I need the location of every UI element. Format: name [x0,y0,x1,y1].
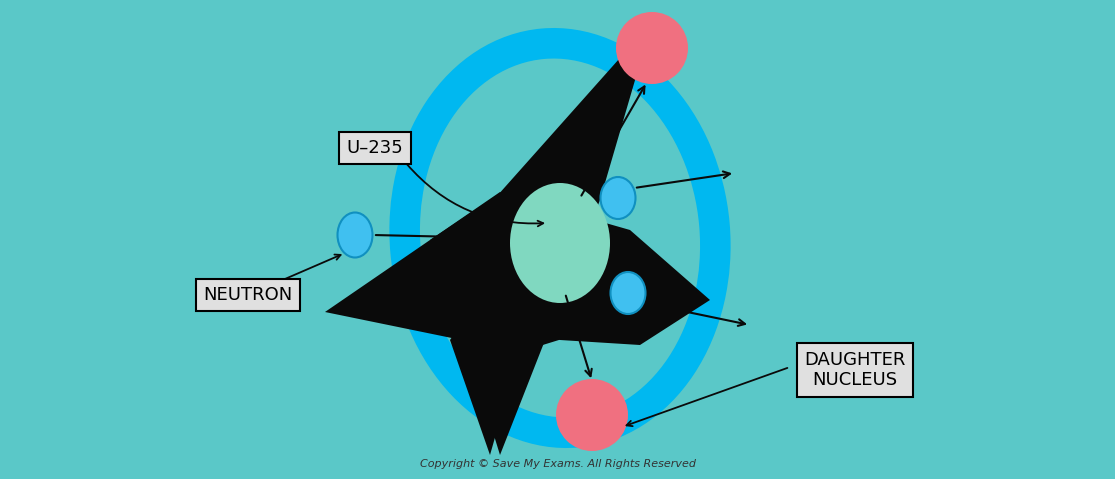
Text: Copyright © Save My Exams. All Rights Reserved: Copyright © Save My Exams. All Rights Re… [419,459,696,469]
Polygon shape [340,210,710,345]
Ellipse shape [338,213,372,258]
Ellipse shape [556,379,628,451]
Ellipse shape [510,183,610,303]
Polygon shape [324,192,695,352]
Text: U–235: U–235 [347,139,404,157]
Ellipse shape [615,12,688,84]
Polygon shape [430,25,655,455]
Polygon shape [440,22,652,455]
Text: NEUTRON: NEUTRON [203,286,292,304]
Ellipse shape [601,177,636,219]
Text: DAUGHTER
NUCLEUS: DAUGHTER NUCLEUS [804,351,905,389]
Ellipse shape [611,272,646,314]
